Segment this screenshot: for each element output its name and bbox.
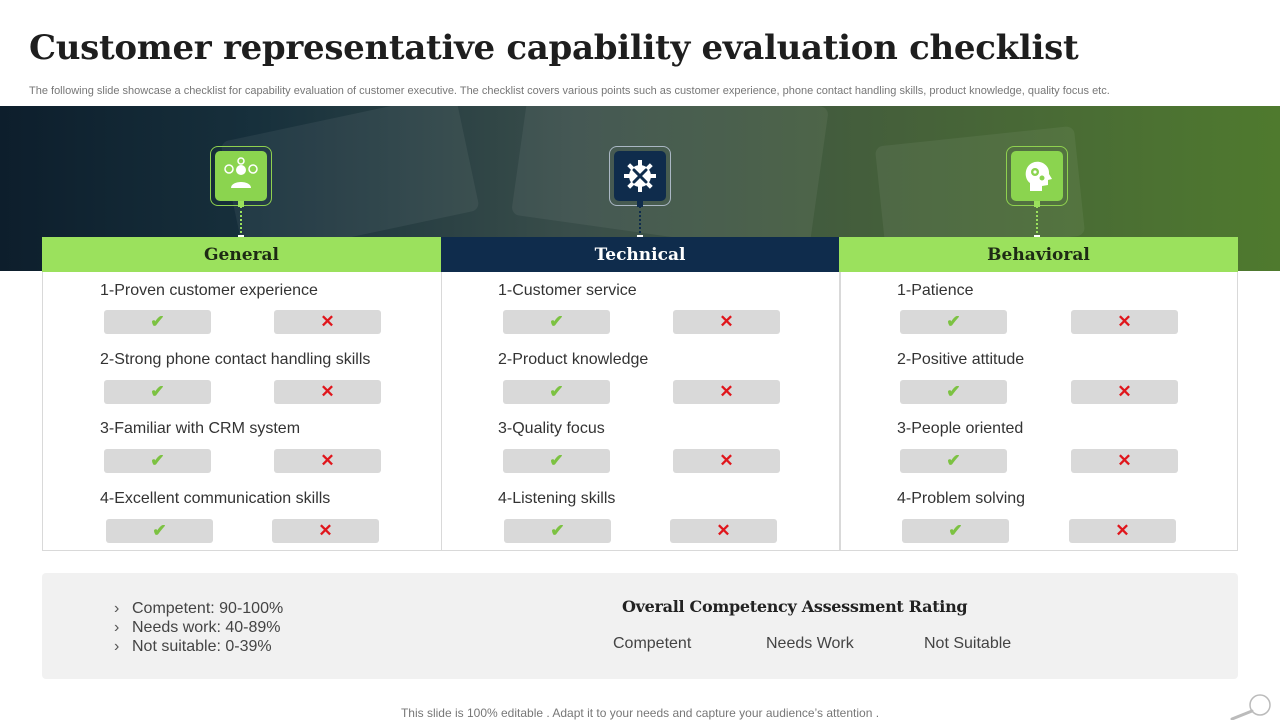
- legend-item-needs-work: › Needs work: 40-89%: [114, 619, 281, 637]
- rating-option-not-suitable[interactable]: Not Suitable: [924, 635, 1012, 652]
- behavioral-connector-dot-top: [1034, 201, 1040, 207]
- cross-option[interactable]: ✕: [1071, 449, 1178, 473]
- checklist-item: 2-Positive attitude: [897, 351, 1025, 368]
- check-option[interactable]: ✔: [504, 519, 611, 543]
- cross-option[interactable]: ✕: [274, 380, 381, 404]
- column-header-technical: Technical: [441, 237, 839, 272]
- slide-title: Customer representative capability evalu…: [29, 28, 1079, 68]
- check-option[interactable]: ✔: [104, 310, 211, 334]
- check-option[interactable]: ✔: [902, 519, 1009, 543]
- chevron-right-icon: ›: [114, 619, 120, 636]
- checklist-item: 2-Strong phone contact handling skills: [100, 351, 371, 368]
- behavioral-icon-box: [1006, 146, 1068, 206]
- customer-support-icon: [224, 157, 258, 188]
- check-option[interactable]: ✔: [104, 380, 211, 404]
- technical-connector: [639, 206, 641, 237]
- checklist-item: 1-Customer service: [498, 282, 637, 299]
- checklist-item: 1-Proven customer experience: [100, 282, 318, 299]
- cross-option[interactable]: ✕: [673, 310, 780, 334]
- rating-option-competent[interactable]: Competent: [613, 635, 692, 652]
- behavioral-connector: [1036, 206, 1038, 237]
- cross-option[interactable]: ✕: [274, 449, 381, 473]
- check-option[interactable]: ✔: [503, 310, 610, 334]
- gear-tools-icon: [624, 160, 656, 192]
- chevron-right-icon: ›: [114, 600, 120, 617]
- check-option[interactable]: ✔: [900, 449, 1007, 473]
- cross-option[interactable]: ✕: [673, 380, 780, 404]
- cross-option[interactable]: ✕: [1069, 519, 1176, 543]
- column-header-behavioral: Behavioral: [839, 237, 1238, 272]
- chevron-right-icon: ›: [114, 638, 120, 655]
- cross-option[interactable]: ✕: [673, 449, 780, 473]
- general-icon-box: [210, 146, 272, 206]
- cross-option[interactable]: ✕: [1071, 310, 1178, 334]
- rating-title: Overall Competency Assessment Rating: [622, 597, 968, 616]
- assessment-box: › Competent: 90-100% › Needs work: 40-89% …: [42, 573, 1238, 679]
- technical-connector-dot-top: [637, 201, 643, 207]
- rating-option-needs-work[interactable]: Needs Work: [766, 635, 854, 652]
- checklist-item: 2-Product knowledge: [498, 351, 649, 368]
- head-gear-icon: [1025, 161, 1052, 191]
- checklist-item: 3-People oriented: [897, 420, 1024, 437]
- technical-panel: 1-Customer service ✔ ✕ 2-Product knowled…: [441, 272, 840, 551]
- checklist-item: 3-Quality focus: [498, 420, 605, 437]
- footer-note: This slide is 100% editable . Adapt it t…: [400, 706, 880, 720]
- column-header-general: General: [42, 237, 441, 272]
- general-panel: 1-Proven customer experience ✔ ✕ 2-Stron…: [42, 272, 442, 551]
- cross-option[interactable]: ✕: [1071, 380, 1178, 404]
- slide-subtitle: The following slide showcase a checklist…: [29, 85, 1110, 97]
- check-option[interactable]: ✔: [900, 380, 1007, 404]
- legend-item-competent: › Competent: 90-100%: [114, 600, 283, 618]
- check-option[interactable]: ✔: [104, 449, 211, 473]
- cross-option[interactable]: ✕: [272, 519, 379, 543]
- technical-icon-box: [609, 146, 671, 206]
- magnifier-icon: [1230, 694, 1271, 720]
- behavioral-panel: 1-Patience ✔ ✕ 2-Positive attitude ✔ ✕ 3…: [840, 272, 1238, 551]
- legend-text: Not suitable: 0-39%: [132, 638, 272, 655]
- cross-option[interactable]: ✕: [274, 310, 381, 334]
- check-option[interactable]: ✔: [900, 310, 1007, 334]
- check-option[interactable]: ✔: [106, 519, 213, 543]
- general-connector-dot-top: [238, 201, 244, 207]
- checklist-item: 4-Listening skills: [498, 490, 616, 507]
- legend-text: Needs work: 40-89%: [132, 619, 281, 636]
- legend-item-not-suitable: › Not suitable: 0-39%: [114, 638, 272, 656]
- check-option[interactable]: ✔: [503, 449, 610, 473]
- general-connector: [240, 206, 242, 237]
- legend-text: Competent: 90-100%: [132, 600, 284, 617]
- checklist-item: 1-Patience: [897, 282, 974, 299]
- check-option[interactable]: ✔: [503, 380, 610, 404]
- checklist-item: 4-Problem solving: [897, 490, 1026, 507]
- checklist-item: 3-Familiar with CRM system: [100, 420, 301, 437]
- checklist-item: 4-Excellent communication skills: [100, 490, 331, 507]
- cross-option[interactable]: ✕: [670, 519, 777, 543]
